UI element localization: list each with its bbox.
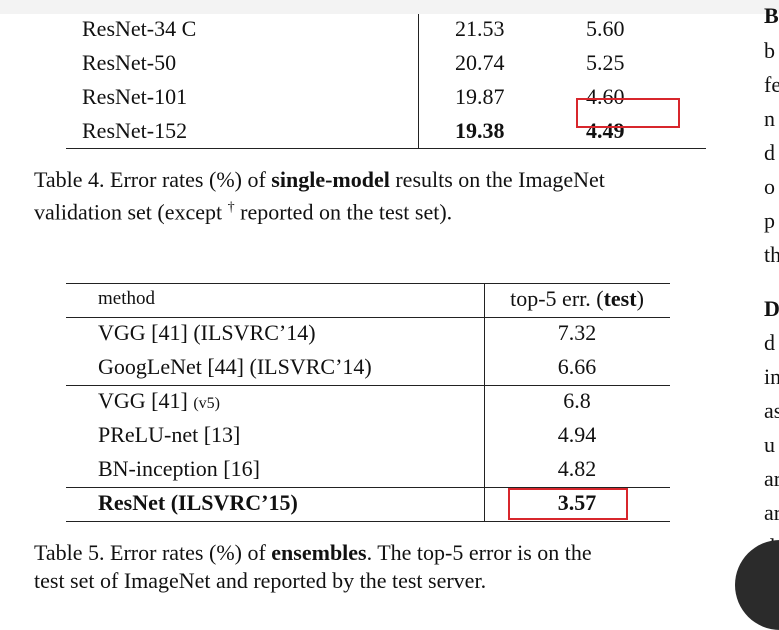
header-top5-test: top-5 err. (test) bbox=[510, 286, 644, 311]
method-name-best: ResNet (ILSVRC’15) bbox=[98, 490, 298, 515]
table-5-column-divider bbox=[484, 283, 485, 521]
table-header-row: method top-5 err. (test) bbox=[66, 283, 670, 317]
method-name: BN-inception [16] bbox=[98, 456, 260, 481]
table-row: GoogLeNet [44] (ILSVRC’14) 6.66 bbox=[66, 351, 670, 385]
caption-bold-term: single-model bbox=[271, 167, 390, 192]
top5-error: 6.66 bbox=[557, 354, 597, 379]
right-fragment: ar bbox=[764, 500, 779, 525]
caption-line-1: Table 5. Error rates (%) of ensembles. T… bbox=[34, 540, 592, 565]
table-4-bottom-rule bbox=[66, 148, 706, 149]
highlight-box-table5 bbox=[508, 488, 628, 520]
right-fragment: u bbox=[764, 432, 775, 457]
method-name: VGG [41] (v5) bbox=[98, 388, 220, 413]
top5-error: 4.94 bbox=[557, 422, 597, 447]
table-row: ResNet-50 20.74 5.25 bbox=[66, 48, 706, 82]
model-name: ResNet-101 bbox=[82, 84, 188, 109]
caption-bold-term: ensembles bbox=[271, 540, 367, 565]
right-fragment: as bbox=[764, 398, 779, 423]
table-row: ResNet-101 19.87 4.60 bbox=[66, 82, 706, 116]
table-4-column-divider bbox=[418, 14, 419, 148]
top5-error: 5.60 bbox=[586, 16, 625, 41]
right-fragment: d bbox=[764, 140, 775, 165]
highlight-box-table4 bbox=[576, 98, 680, 128]
top-strip bbox=[0, 0, 779, 14]
table-row: ResNet-152 19.38 4.49 bbox=[66, 116, 706, 150]
table-row-best: ResNet (ILSVRC’15) 3.57 bbox=[66, 487, 670, 521]
corner-overlay-circle bbox=[735, 540, 779, 630]
table-row: VGG [41] (ILSVRC’14) 7.32 bbox=[66, 317, 670, 351]
top1-error: 21.53 bbox=[455, 16, 505, 41]
table-5-top-rule bbox=[66, 283, 670, 284]
header-rule bbox=[66, 317, 670, 318]
table-row: PReLU-net [13] 4.94 bbox=[66, 419, 670, 453]
top5-error: 5.25 bbox=[586, 50, 625, 75]
table-5: method top-5 err. (test) VGG [41] (ILSVR… bbox=[66, 283, 670, 522]
top5-error: 4.82 bbox=[557, 456, 597, 481]
group-rule bbox=[66, 385, 670, 386]
right-fragment: fe bbox=[764, 72, 779, 97]
model-name: ResNet-34 C bbox=[82, 16, 197, 41]
top5-error: 4.60 bbox=[586, 84, 625, 109]
right-fragment: D bbox=[764, 296, 779, 321]
caption-line-2: test set of ImageNet and reported by the… bbox=[34, 568, 487, 593]
top1-error-best: 19.38 bbox=[455, 118, 505, 143]
method-name: GoogLeNet [44] (ILSVRC’14) bbox=[98, 354, 372, 379]
group-rule bbox=[66, 487, 670, 488]
top5-error-best: 4.49 bbox=[586, 118, 625, 143]
table-row: BN-inception [16] 4.82 bbox=[66, 453, 670, 487]
model-name: ResNet-50 bbox=[82, 50, 177, 75]
top5-error: 7.32 bbox=[557, 320, 597, 345]
method-name: PReLU-net [13] bbox=[98, 422, 241, 447]
right-fragment: b bbox=[764, 38, 775, 63]
right-fragment: th bbox=[764, 242, 779, 267]
header-method: method bbox=[98, 288, 155, 309]
method-name: VGG [41] (ILSVRC’14) bbox=[98, 320, 316, 345]
top1-error: 19.87 bbox=[455, 84, 505, 109]
right-fragment: B bbox=[764, 3, 779, 28]
top5-error: 6.8 bbox=[563, 388, 591, 413]
model-name: ResNet-152 bbox=[82, 118, 188, 143]
caption-line-2: validation set (except † reported on the… bbox=[34, 199, 453, 225]
table-5-caption: Table 5. Error rates (%) of ensembles. T… bbox=[34, 539, 714, 595]
right-fragment: o bbox=[764, 174, 775, 199]
caption-line-1: Table 4. Error rates (%) of single-model… bbox=[34, 167, 605, 192]
right-fragment: n bbox=[764, 106, 775, 131]
top1-error: 20.74 bbox=[455, 50, 505, 75]
right-fragment: in bbox=[764, 364, 779, 389]
top5-error-best: 3.57 bbox=[557, 490, 597, 515]
right-column-text: B b fe n d o p th D d in as u ar ar d bbox=[764, 0, 779, 581]
right-fragment: d bbox=[764, 330, 775, 355]
dagger-mark: † bbox=[227, 200, 235, 215]
right-fragment: ar bbox=[764, 466, 779, 491]
table-4-caption: Table 4. Error rates (%) of single-model… bbox=[34, 166, 714, 226]
table-5-bottom-rule bbox=[66, 521, 670, 522]
table-row: VGG [41] (v5) 6.8 bbox=[66, 385, 670, 419]
table-4: ResNet-34 C 21.53 5.60 ResNet-50 20.74 5… bbox=[66, 14, 706, 150]
right-fragment: p bbox=[764, 208, 775, 233]
table-row: ResNet-34 C 21.53 5.60 bbox=[66, 14, 706, 48]
